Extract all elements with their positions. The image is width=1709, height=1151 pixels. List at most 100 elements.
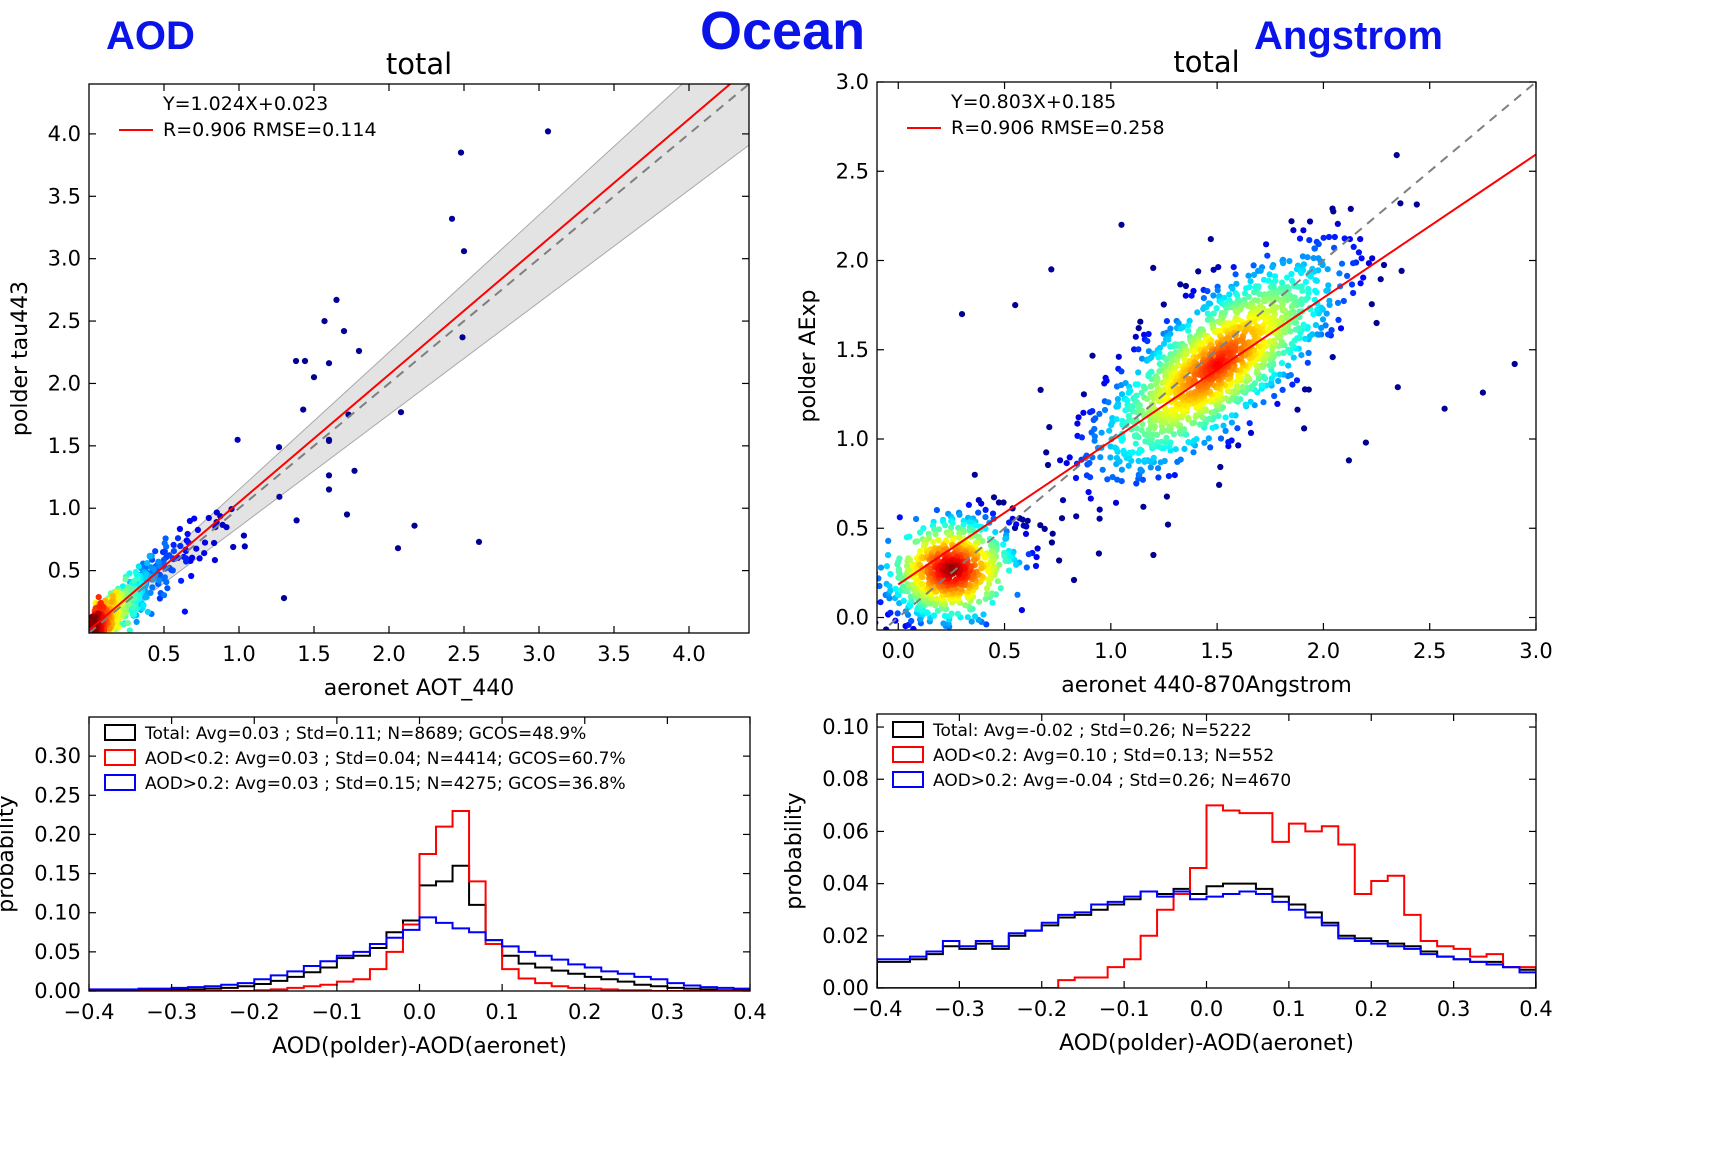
- scatter-point: [1092, 415, 1099, 422]
- scatter-point: [983, 590, 991, 598]
- scatter-point: [142, 574, 149, 581]
- scatter-point: [1184, 322, 1192, 329]
- scatter-point: [986, 580, 993, 588]
- y-tick-label: 3.0: [48, 247, 81, 271]
- scatter-point: [1214, 287, 1221, 294]
- scatter-point: [108, 598, 115, 606]
- scatter-point: [1215, 264, 1222, 271]
- scatter-point: [1173, 357, 1180, 364]
- y-tick-label: 0.02: [822, 924, 869, 948]
- scatter-point: [919, 580, 926, 588]
- scatter-point: [1147, 418, 1154, 425]
- scatter-point: [994, 578, 1001, 585]
- scatter-point: [1239, 383, 1246, 390]
- scatter-point: [1334, 220, 1341, 227]
- scatter-point: [1236, 325, 1243, 332]
- scatter-point: [147, 589, 154, 597]
- scatter-point: [183, 558, 190, 565]
- histogram-series: [89, 916, 750, 991]
- scatter-point: [1119, 435, 1126, 442]
- scatter-point: [1325, 233, 1333, 241]
- scatter-point: [1319, 316, 1327, 323]
- x-tick-label: 0.2: [568, 1000, 601, 1024]
- scatter-point: [1279, 386, 1286, 393]
- scatter-point: [1225, 439, 1232, 446]
- scatter-point: [1120, 447, 1127, 454]
- scatter-point: [1135, 457, 1142, 465]
- scatter-point: [1210, 292, 1217, 299]
- scatter-point: [1086, 459, 1093, 467]
- scatter-point: [1182, 351, 1190, 358]
- scatter-point: [877, 575, 882, 582]
- scatter-point: [1357, 280, 1364, 287]
- scatter-point: [135, 563, 142, 570]
- scatter-point: [1058, 515, 1066, 522]
- scatter-point: [1044, 461, 1052, 469]
- scatter-point: [1362, 439, 1369, 446]
- scatter-point: [1167, 439, 1174, 446]
- scatter-point: [1089, 352, 1096, 359]
- scatter-point: [1314, 306, 1321, 313]
- scatter-point: [997, 585, 1004, 592]
- scatter-point: [1127, 387, 1134, 394]
- scatter-point: [989, 510, 997, 517]
- scatter-point: [1336, 270, 1343, 277]
- scatter-point: [1307, 273, 1314, 280]
- scatter-point: [916, 634, 922, 640]
- scatter-point: [1103, 377, 1110, 384]
- scatter-point: [1107, 454, 1114, 461]
- scatter-point: [241, 543, 248, 550]
- scatter-point: [1175, 320, 1182, 327]
- legend-swatch: [104, 724, 136, 741]
- scatter-point: [1249, 329, 1256, 336]
- scatter-point: [1188, 292, 1195, 299]
- scatter-point: [1251, 289, 1258, 296]
- scatter-point: [459, 334, 466, 341]
- scatter-point: [1002, 557, 1009, 565]
- scatter-point: [213, 509, 220, 516]
- y-tick-label: 0.0: [836, 606, 869, 630]
- scatter-point: [121, 609, 128, 617]
- scatter-point: [1096, 515, 1103, 522]
- scatter-point: [1511, 360, 1518, 368]
- scatter-point: [96, 603, 103, 610]
- scatter-point: [896, 514, 903, 521]
- scatter-point: [972, 522, 979, 529]
- scatter-point: [1112, 499, 1120, 506]
- scatter-point: [275, 444, 283, 451]
- scatter-point: [1205, 435, 1212, 442]
- aod-histogram-panel: Total: Avg=0.03 ; Std=0.11; N=8689; GCOS…: [0, 716, 767, 1059]
- scatter-point: [1274, 400, 1281, 407]
- scatter-point: [1262, 297, 1269, 304]
- scatter-point: [948, 564, 955, 572]
- scatter-point: [1201, 439, 1208, 446]
- scatter-point: [1247, 278, 1254, 285]
- scatter-point: [970, 556, 978, 564]
- scatter-point: [1147, 464, 1154, 471]
- angstrom-header: Angstrom: [1254, 14, 1443, 58]
- scatter-point: [193, 545, 200, 552]
- scatter-point: [1181, 426, 1188, 433]
- scatter-point: [1091, 425, 1098, 433]
- scatter-point: [144, 608, 151, 616]
- scatter-point: [1025, 551, 1032, 558]
- scatter-point: [1213, 391, 1220, 398]
- scatter-point: [1014, 591, 1021, 598]
- scatter-point: [1000, 541, 1007, 548]
- scatter-point: [1245, 272, 1252, 279]
- scatter-point: [1226, 291, 1233, 298]
- scatter-point: [1394, 384, 1401, 391]
- y-tick-label: 0.15: [34, 862, 81, 886]
- scatter-point: [1179, 324, 1186, 331]
- scatter-point: [983, 621, 990, 628]
- scatter-point: [1171, 472, 1178, 479]
- scatter-point: [201, 539, 209, 546]
- scatter-point: [189, 554, 196, 561]
- histogram-series: [89, 864, 750, 991]
- scatter-point: [1288, 218, 1295, 225]
- scatter-point: [866, 597, 872, 603]
- scatter-point: [1097, 454, 1104, 461]
- scatter-point: [152, 548, 159, 555]
- scatter-point: [122, 576, 129, 583]
- scatter-point: [1345, 457, 1352, 464]
